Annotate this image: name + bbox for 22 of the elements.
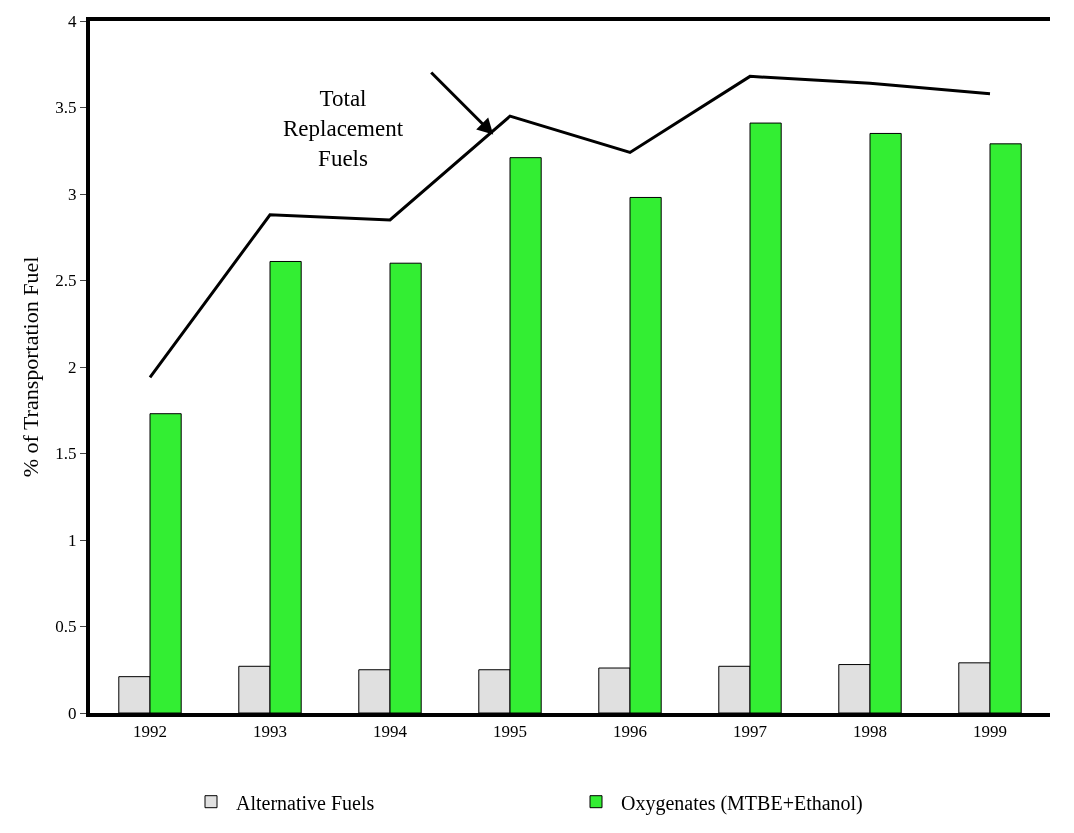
y-tick-label: 3.5 xyxy=(55,98,77,118)
x-tick-label: 1993 xyxy=(253,722,287,742)
y-axis-title: % of Transportation Fuel xyxy=(17,256,43,478)
line-series xyxy=(148,74,992,379)
x-tick-label: 1995 xyxy=(493,722,527,742)
x-tick-label: 1997 xyxy=(733,722,768,742)
x-tick-label: 1996 xyxy=(613,722,647,742)
x-tick-label: 1992 xyxy=(133,722,167,742)
annotation: Total Replacement Fuels xyxy=(283,86,404,171)
y-tick-label: 0.5 xyxy=(55,617,77,637)
legend-label: Alternative Fuels xyxy=(236,791,375,814)
legend-label: Oxygenates (MTBE+Ethanol) xyxy=(621,791,863,815)
y-tick-label: 2 xyxy=(68,357,77,377)
x-tick-label: 1994 xyxy=(373,722,408,742)
y-tick-label: 1.5 xyxy=(55,444,77,464)
x-tick-label: 1998 xyxy=(853,722,887,742)
y-tick-label: 1 xyxy=(68,530,77,550)
x-tick-label: 1999 xyxy=(973,722,1007,742)
y-tick-label: 4 xyxy=(68,11,78,31)
y-tick-label: 2.5 xyxy=(55,271,77,291)
y-tick-label: 0 xyxy=(68,703,77,723)
y-tick-label: 3 xyxy=(68,184,77,204)
